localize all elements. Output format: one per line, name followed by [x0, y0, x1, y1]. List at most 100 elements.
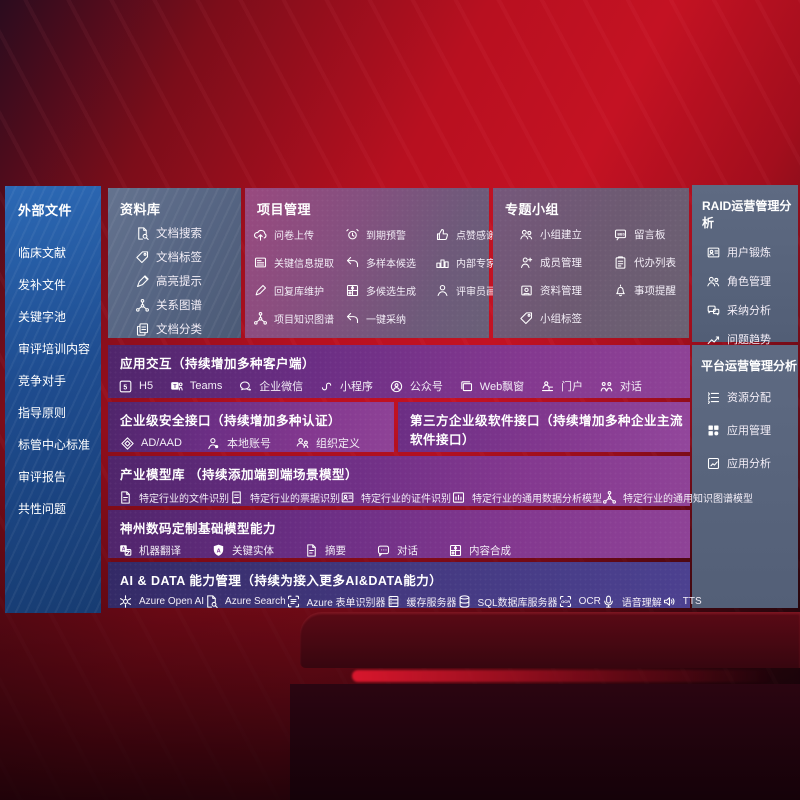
svg-text:T: T — [173, 384, 177, 390]
feature-item: 小程序 — [319, 378, 373, 394]
svg-text:OCR: OCR — [561, 599, 570, 604]
ranking-icon — [435, 255, 450, 270]
thumbs-up-icon — [435, 227, 450, 242]
feature-label: 小组建立 — [540, 229, 582, 241]
feature-label: Azure Open AI — [139, 596, 205, 607]
puzzle-icon — [345, 283, 360, 298]
feature-item: 文档标签 — [135, 249, 241, 265]
feature-item: 小组标签 — [519, 311, 611, 326]
sidebar-item-label: 关键字池 — [18, 310, 67, 324]
feature-item: 评审员画像 — [435, 283, 516, 298]
app-interaction-row: 应用交互（持续增加多种客户端） 5 H5 T Teams 企业微信 — [108, 345, 690, 398]
feature-label: 文档分类 — [156, 324, 202, 336]
ai-data-items: Azure Open AI Azure Search Azure 表单识别器 缓… — [108, 589, 702, 609]
feature-item: 一键采纳 — [345, 311, 433, 326]
feature-label: 对话 — [397, 545, 418, 557]
feature-item: 问题趋势 — [706, 331, 798, 347]
feature-item: 特定行业的文件识别 — [118, 490, 229, 505]
feature-item: 内部专家排名 — [435, 255, 516, 270]
allocation-list-icon — [706, 390, 721, 405]
sidebar-item-label: 标管中心标准 — [18, 438, 91, 452]
svg-text:BBS: BBS — [618, 233, 626, 237]
feature-item: 特定行业的票据识别 — [229, 490, 340, 505]
adopt-analysis-icon — [706, 303, 721, 318]
feature-label: 问题趋势 — [727, 334, 771, 346]
feature-item: 对话 — [376, 543, 418, 558]
external-files-panel: 外部文件 临床文献 发补文件 关键字池 审评培训内容 — [5, 186, 101, 613]
row-title: 产业模型库 （持续添加端到端场景模型） — [120, 468, 358, 482]
feature-label: H5 — [139, 380, 154, 392]
feature-item: 语音理解 — [601, 594, 662, 609]
feature-label: 角色管理 — [727, 276, 771, 288]
feature-label: 关系图谱 — [156, 300, 202, 312]
feature-item: OCR OCR — [558, 594, 601, 609]
feature-label: 问卷上传 — [274, 231, 314, 242]
feature-label: 到期预警 — [366, 231, 406, 242]
base-model-row: 神州数码定制基础模型能力 A 机器翻译 A 关键实体 摘要 — [108, 510, 690, 558]
cloud-upload-icon — [253, 227, 268, 242]
feature-label: 高亮提示 — [156, 276, 202, 288]
app-grid-icon — [706, 423, 721, 438]
feature-item: 组织定义 — [295, 435, 360, 451]
sidebar-item: 关键字池 — [18, 309, 101, 325]
sidebar-item: 共性问题 — [18, 501, 101, 517]
feature-label: 代办列表 — [634, 257, 676, 269]
base-model-items: A 机器翻译 A 关键实体 摘要 对话 — [108, 537, 690, 558]
org-define-icon — [295, 436, 310, 451]
feature-label: 企业微信 — [259, 381, 304, 393]
alarm-icon — [345, 227, 360, 242]
feature-item: 小组建立 — [519, 227, 611, 242]
external-files-list: 临床文献 发补文件 关键字池 审评培训内容 竞争对手 — [5, 245, 101, 517]
raid-items: 用户锻炼 角色管理 采纳分析 问题趋势 — [706, 244, 798, 347]
ad-aad-icon — [120, 436, 135, 451]
feature-label: 一键采纳 — [366, 315, 406, 326]
portal-icon — [540, 379, 555, 394]
feature-label: 内部专家排名 — [456, 259, 516, 270]
feature-item: 事项提醒 — [613, 283, 685, 298]
feature-label: 本地账号 — [226, 438, 271, 450]
sidebar-item: 指导原则 — [18, 405, 101, 421]
feature-label: 评审员画像 — [456, 287, 506, 298]
row-title: 第三方企业级软件接口（持续增加多种企业主流软件接口） — [410, 414, 684, 447]
summary-icon — [304, 543, 319, 558]
sidebar-item: 审评培训内容 — [18, 341, 101, 357]
svg-text:5: 5 — [123, 384, 127, 391]
sidebar-item: 竞争对手 — [18, 373, 101, 389]
app-analysis-icon — [706, 456, 721, 471]
feature-label: 特定行业的通用知识图谱模型 — [623, 494, 753, 505]
feature-label: 特定行业的文件识别 — [139, 494, 229, 505]
industry-model-row: 产业模型库 （持续添加端到端场景模型） 特定行业的文件识别 特定行业的票据识别 … — [108, 456, 753, 506]
trend-icon — [706, 332, 721, 347]
sidebar-item: 发补文件 — [18, 277, 101, 293]
teams-icon: T — [169, 379, 184, 394]
row-title: AI & DATA 能力管理（持续为接入更多AI&DATA能力） — [120, 574, 443, 588]
feature-item: 特定行业的通用知识图谱模型 — [602, 490, 753, 505]
panel-title: 资料库 — [120, 202, 161, 217]
feature-item: 文档搜索 — [135, 225, 241, 241]
feature-label: 组织定义 — [315, 438, 360, 450]
form-recognizer-icon — [286, 594, 301, 609]
sidebar-item-label: 共性问题 — [18, 502, 67, 516]
doc-copy-icon — [135, 322, 150, 337]
feature-item: SQL数据库服务器 — [457, 594, 558, 609]
doc-search-icon — [135, 226, 150, 241]
feature-item: 应用分析 — [706, 455, 798, 471]
feature-label: 应用管理 — [727, 425, 771, 437]
tts-icon — [662, 594, 677, 609]
openai-icon — [118, 594, 133, 609]
ocr-icon: OCR — [558, 594, 573, 609]
feature-item: 成员管理 — [519, 255, 611, 270]
tag-icon — [519, 311, 534, 326]
feature-label: 采纳分析 — [727, 305, 771, 317]
panel-title: 平台运营管理分析 — [701, 359, 798, 373]
pencil-icon — [253, 283, 268, 298]
sql-db-icon — [457, 594, 472, 609]
sidebar-item-label: 审评报告 — [18, 470, 67, 484]
file-recognition-icon — [118, 490, 133, 505]
industry-items: 特定行业的文件识别 特定行业的票据识别 特定行业的证件识别 特定行业的通用数据分… — [108, 483, 753, 505]
local-account-icon — [206, 436, 221, 451]
feature-item: 高亮提示 — [135, 273, 241, 289]
feature-label: 特定行业的票据识别 — [250, 494, 340, 505]
todo-list-icon — [613, 255, 628, 270]
feature-label: 对话 — [619, 381, 642, 393]
